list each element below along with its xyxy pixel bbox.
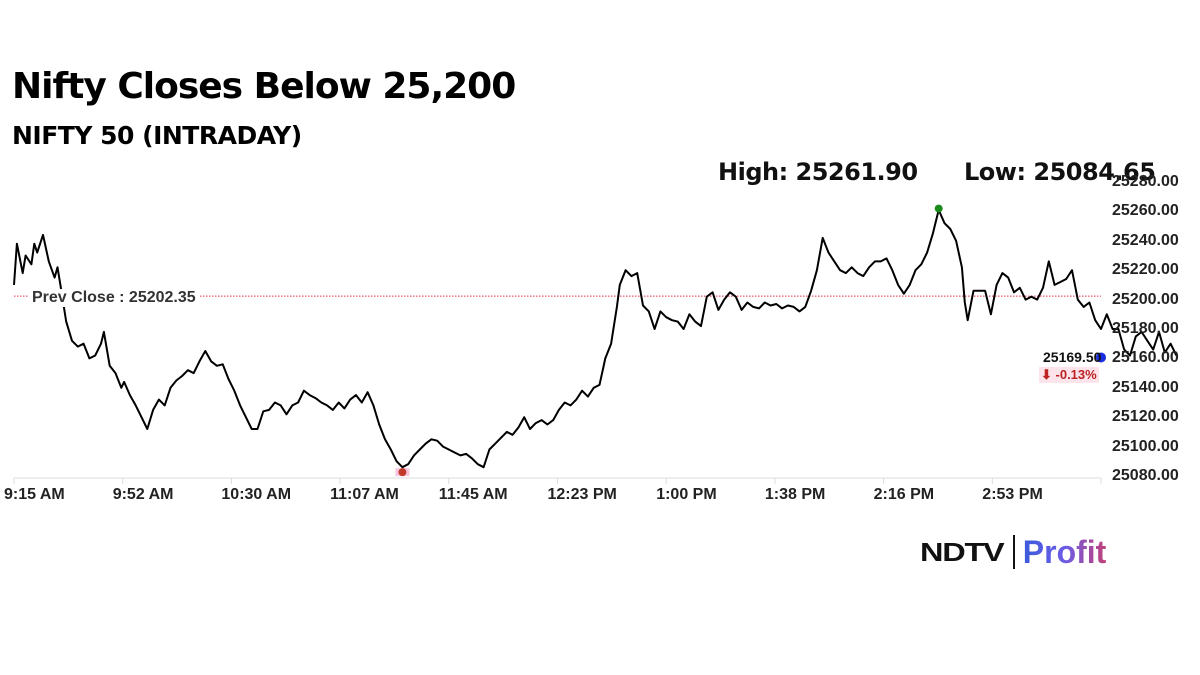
high-label: High: 25261.90 — [718, 158, 918, 186]
y-tick-label: 25140.00 — [1112, 378, 1179, 396]
ndtv-wordmark: NDTV — [920, 536, 1005, 567]
x-tick-label: 12:23 PM — [547, 486, 617, 503]
y-tick-label: 25200.00 — [1112, 290, 1179, 308]
y-tick-label: 25240.00 — [1112, 231, 1179, 249]
logo-divider — [1012, 535, 1015, 569]
last-price-marker — [1096, 352, 1106, 363]
x-tick-label: 1:00 PM — [656, 486, 717, 503]
y-tick-label: 25160.00 — [1112, 349, 1179, 367]
page-title: Nifty Closes Below 25,200 — [12, 66, 516, 107]
x-tick-label: 11:07 AM — [330, 486, 399, 503]
profit-wordmark: Profit — [1022, 533, 1107, 570]
x-tick-label: 2:16 PM — [873, 486, 935, 503]
change-badge: ⬇ -0.13% — [1039, 367, 1099, 383]
y-tick-label: 25280.00 — [1112, 173, 1179, 190]
x-axis-ticks — [13, 478, 1102, 484]
y-tick-label: 25120.00 — [1112, 408, 1179, 426]
ndtv-profit-logo: NDTV Profit — [920, 534, 1106, 570]
y-tick-label: 25100.00 — [1112, 437, 1179, 455]
prev-close-label: Prev Close : 25202.35 — [28, 289, 200, 307]
x-tick-label: 9:52 AM — [112, 486, 174, 503]
y-tick-label: 25220.00 — [1112, 261, 1179, 279]
last-value-label: 25169.50 — [1043, 349, 1102, 365]
chart-subtitle: NIFTY 50 (INTRADAY) — [12, 121, 302, 150]
y-tick-label: 25080.00 — [1112, 467, 1179, 484]
x-tick-label: 1:38 PM — [764, 486, 826, 503]
x-tick-label: 10:30 AM — [221, 486, 292, 503]
x-tick-label: 2:53 PM — [982, 486, 1043, 503]
low-label: Low: 25084.65 — [964, 158, 1156, 186]
x-tick-label: 9:15 AM — [4, 486, 65, 503]
high-marker — [934, 204, 943, 213]
low-marker — [398, 468, 407, 477]
y-tick-label: 25260.00 — [1112, 202, 1179, 220]
x-tick-label: 11:45 AM — [438, 486, 508, 503]
price-line — [13, 208, 1178, 469]
y-tick-label: 25180.00 — [1112, 320, 1179, 337]
